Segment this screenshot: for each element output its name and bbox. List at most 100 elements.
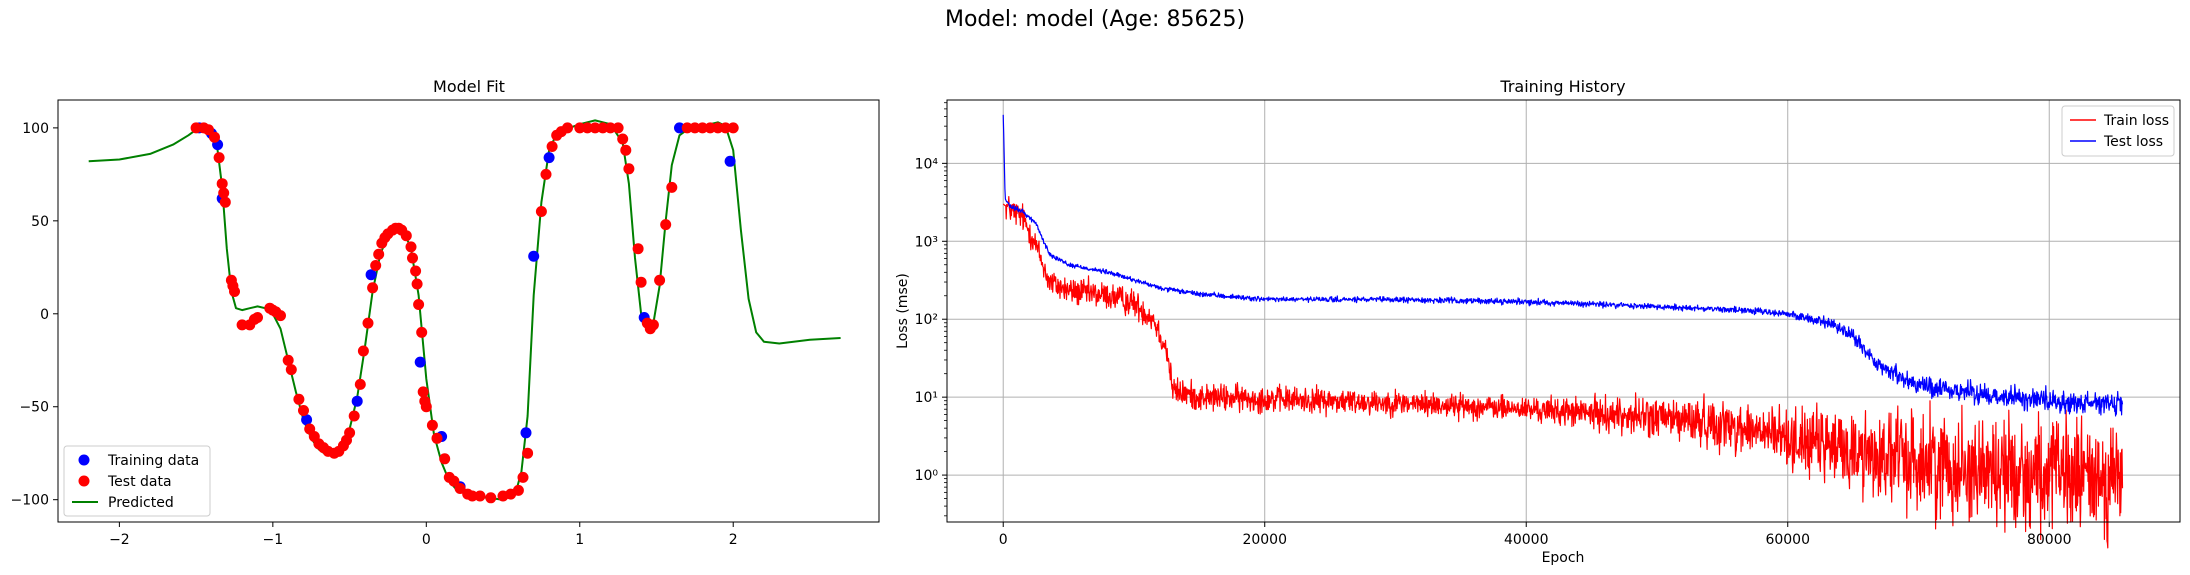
test-data-point <box>219 196 231 208</box>
test-data-point <box>712 122 724 134</box>
training-history-legend: Train loss Test loss <box>2061 105 2175 157</box>
training-history-y-tick-label: 10³ <box>915 234 938 250</box>
test-data-point <box>218 187 230 199</box>
test-data-point <box>635 276 647 288</box>
training-history-y-axis-label: Loss (mse) <box>895 273 911 349</box>
test-data-point <box>236 319 248 331</box>
test-data-point <box>522 447 534 459</box>
test-data-point <box>202 124 214 136</box>
training-history-x-axis-label: Epoch <box>1542 550 1585 566</box>
training-history-legend-box <box>2061 105 2175 157</box>
test-data-point <box>367 282 379 294</box>
predicted-line <box>88 119 841 501</box>
test-data-point <box>362 317 374 329</box>
test-data-point <box>612 122 624 134</box>
test-data-point <box>213 152 225 164</box>
training-history-y-tick-label: 10² <box>915 312 938 328</box>
test-data-point <box>275 310 286 322</box>
figure-suptitle: Model: model (Age: 85625) <box>945 7 1245 32</box>
test-data-point <box>405 241 417 253</box>
test-data-point <box>431 432 443 444</box>
training-history-axes-frame <box>946 99 2181 523</box>
test-data-point <box>407 252 418 264</box>
test-data-point <box>485 492 497 504</box>
model-fit-x-tick-label: −2 <box>109 532 130 548</box>
test-data-point <box>426 419 438 431</box>
test-data-point <box>411 278 423 290</box>
training-history-title: Training History <box>1499 77 1625 96</box>
training-data-point <box>674 122 685 134</box>
test-data-point <box>357 345 369 357</box>
test-data-point <box>420 401 432 413</box>
training-data-point <box>414 356 426 368</box>
training-data-point <box>528 250 540 262</box>
model-fit-y-tick-label: −50 <box>19 400 49 416</box>
test-data-point <box>620 144 632 156</box>
test-data-point <box>632 243 644 255</box>
test-data-point <box>512 484 524 496</box>
train-loss-line <box>1002 196 2124 549</box>
test-data-point <box>604 122 616 134</box>
training-history-y-tick-label: 10⁰ <box>915 468 939 484</box>
test-data-point <box>727 122 739 134</box>
test-data-point <box>344 427 356 439</box>
test-data-legend-marker <box>78 475 90 487</box>
training-data-legend-marker <box>78 454 90 466</box>
predicted-legend-label: Predicted <box>108 495 174 511</box>
training-data-point <box>301 414 313 426</box>
test-data-point <box>647 319 659 331</box>
test-data-point <box>348 410 360 422</box>
training-data-point <box>365 269 377 281</box>
test-data-point <box>413 299 425 310</box>
training-history-chart: Training History 0 20000 40000 60000 80000 10… <box>895 77 2181 566</box>
training-history-y-tick-label: 10¹ <box>915 390 938 406</box>
test-data-legend-label: Test data <box>107 474 172 490</box>
test-data-point <box>589 122 601 134</box>
test-data-point <box>416 326 428 338</box>
model-fit-chart: Model Fit −2 −1 0 1 2 −100 −50 0 50 100 Training … <box>11 77 880 548</box>
test-data-point <box>535 206 547 217</box>
training-data-point <box>351 395 363 407</box>
test-data-point <box>617 133 629 145</box>
training-data-point <box>543 152 555 164</box>
test-data-point <box>689 122 701 134</box>
test-data-point <box>410 265 422 277</box>
test-data-point <box>660 219 672 231</box>
model-fit-ticks: −2 −1 0 1 2 −100 −50 0 50 100 <box>11 121 738 548</box>
training-history-x-tick-label: 40000 <box>1504 532 1549 548</box>
test-data-point <box>354 378 366 390</box>
training-history-x-tick-label: 0 <box>999 532 1008 548</box>
test-data-point <box>720 122 731 134</box>
test-data-point <box>654 274 666 286</box>
test-data-point <box>517 471 529 483</box>
model-fit-plot-area <box>88 119 841 504</box>
test-data-point <box>623 163 635 175</box>
model-fit-x-tick-label: 1 <box>575 532 584 548</box>
training-history-ticks: 0 20000 40000 60000 80000 10⁰ 10¹ 10² 10³ 10⁴ <box>915 102 2072 548</box>
test-data-point <box>417 386 429 398</box>
test-data-point <box>546 141 558 152</box>
test-data-point <box>704 122 716 134</box>
training-data-point <box>724 155 736 167</box>
model-fit-x-tick-label: 2 <box>729 532 738 548</box>
training-history-x-tick-label: 80000 <box>2027 532 2072 548</box>
test-loss-legend-label: Test loss <box>2103 134 2163 150</box>
test-data-point <box>373 248 385 260</box>
test-data-point <box>581 122 593 134</box>
test-data-point <box>540 168 552 180</box>
model-fit-y-tick-label: 50 <box>31 214 49 230</box>
test-data-point <box>466 490 478 502</box>
model-fit-x-tick-label: −1 <box>263 532 284 548</box>
model-fit-axes-frame <box>57 99 880 523</box>
test-data-point <box>400 230 412 242</box>
test-data-point <box>697 122 708 134</box>
test-data-point <box>209 131 220 143</box>
model-fit-legend: Training data Test data Predicted <box>63 445 211 517</box>
test-data-point <box>293 393 305 405</box>
test-data-point <box>681 122 693 134</box>
test-data-point <box>282 354 294 366</box>
training-data-point <box>520 427 532 439</box>
test-data-point <box>666 181 678 193</box>
test-data-point <box>439 453 451 465</box>
training-history-x-tick-label: 20000 <box>1242 532 1287 548</box>
